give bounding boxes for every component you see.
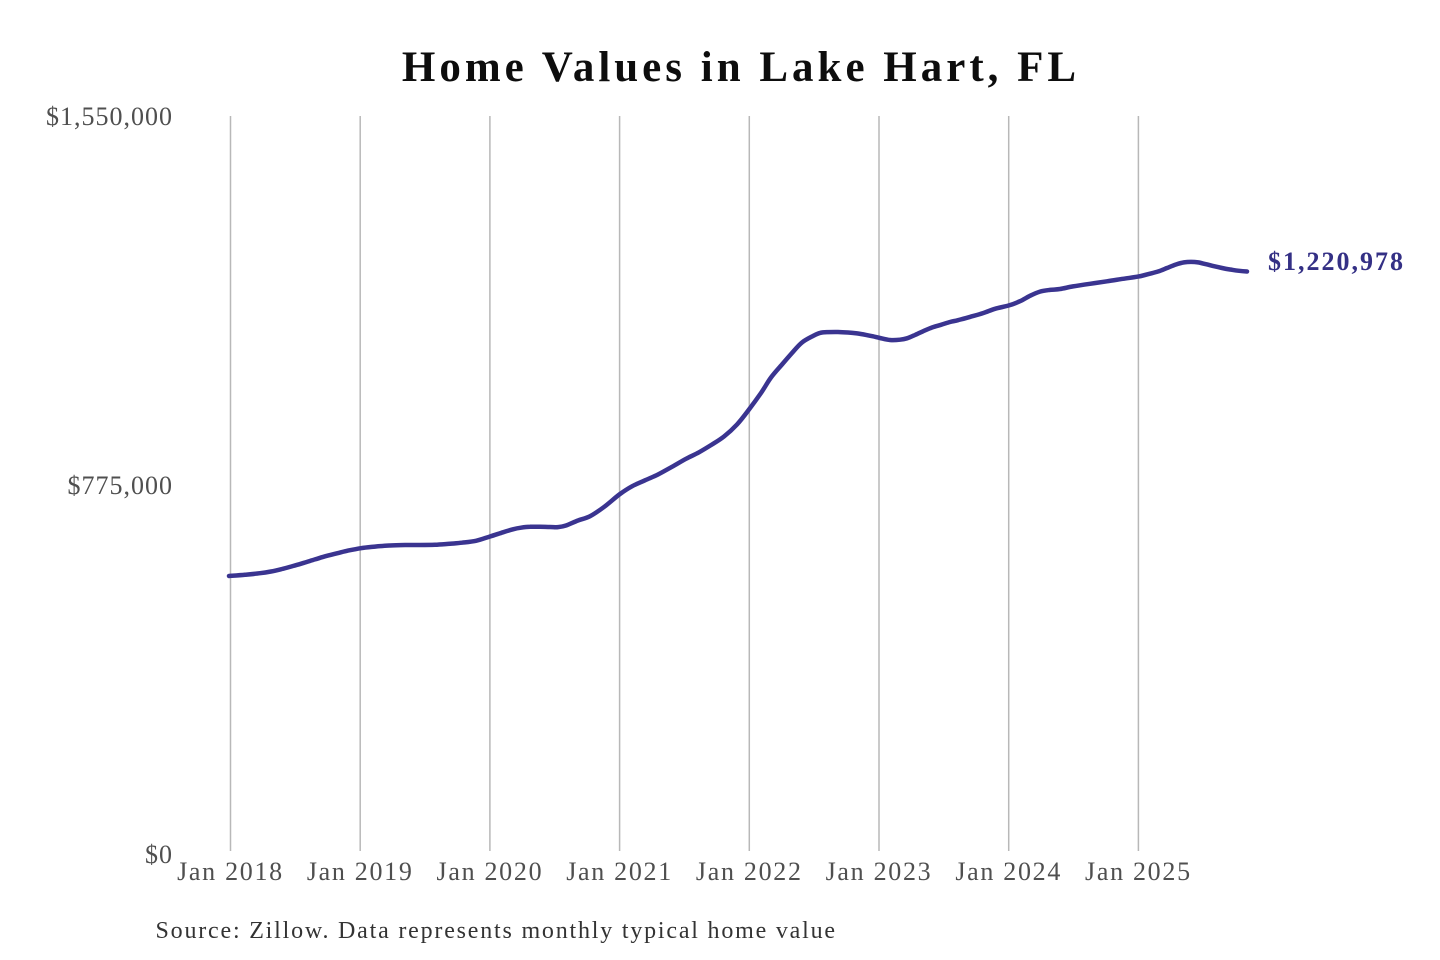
svg-text:Jan 2021: Jan 2021 <box>566 857 673 886</box>
svg-text:$775,000: $775,000 <box>68 471 174 500</box>
svg-text:Jan 2022: Jan 2022 <box>696 857 803 886</box>
svg-text:$1,550,000: $1,550,000 <box>46 102 173 131</box>
svg-text:Source: Zillow. Data represent: Source: Zillow. Data represents monthly … <box>156 918 837 944</box>
svg-text:Jan 2019: Jan 2019 <box>307 857 414 886</box>
svg-text:Jan 2024: Jan 2024 <box>955 857 1062 886</box>
svg-text:Home Values in Lake Hart, FL: Home Values in Lake Hart, FL <box>402 44 1080 91</box>
svg-text:Jan 2023: Jan 2023 <box>826 857 933 886</box>
svg-text:Jan 2020: Jan 2020 <box>437 857 544 886</box>
svg-text:$1,220,978: $1,220,978 <box>1268 247 1405 276</box>
svg-text:Jan 2025: Jan 2025 <box>1085 857 1192 886</box>
svg-text:$0: $0 <box>145 840 173 869</box>
svg-text:Jan 2018: Jan 2018 <box>177 857 284 886</box>
